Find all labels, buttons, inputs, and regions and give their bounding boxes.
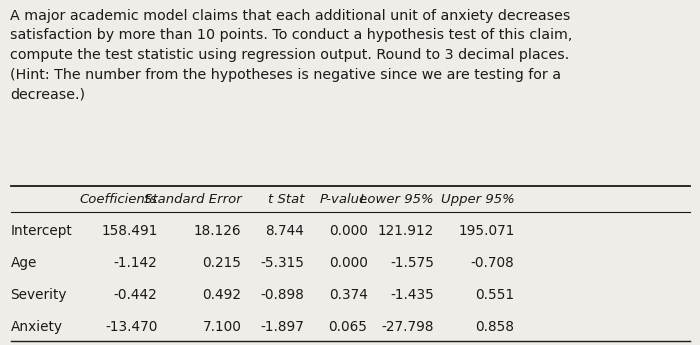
Text: -1.435: -1.435 — [390, 288, 434, 302]
Text: Coefficients: Coefficients — [80, 194, 158, 207]
Text: -5.315: -5.315 — [260, 256, 304, 270]
Text: 0.492: 0.492 — [202, 288, 241, 302]
Text: 0.551: 0.551 — [475, 288, 514, 302]
Text: -1.142: -1.142 — [113, 256, 158, 270]
Text: 0.858: 0.858 — [475, 320, 514, 334]
Text: -0.442: -0.442 — [113, 288, 158, 302]
Text: -0.898: -0.898 — [260, 288, 304, 302]
Text: A major academic model claims that each additional unit of anxiety decreases
sat: A major academic model claims that each … — [10, 9, 573, 101]
Text: Anxiety: Anxiety — [10, 320, 62, 334]
Text: 8.744: 8.744 — [265, 224, 304, 238]
Text: 18.126: 18.126 — [194, 224, 241, 238]
Text: 0.065: 0.065 — [328, 320, 368, 334]
Text: t Stat: t Stat — [268, 194, 304, 207]
Text: 158.491: 158.491 — [101, 224, 158, 238]
Text: 0.374: 0.374 — [328, 288, 368, 302]
Text: -1.575: -1.575 — [390, 256, 434, 270]
Text: 0.000: 0.000 — [328, 256, 368, 270]
Text: 0.215: 0.215 — [202, 256, 241, 270]
Text: -1.897: -1.897 — [260, 320, 304, 334]
Text: Standard Error: Standard Error — [144, 194, 242, 207]
Text: Upper 95%: Upper 95% — [441, 194, 514, 207]
Text: P-value: P-value — [319, 194, 368, 207]
Text: Severity: Severity — [10, 288, 67, 302]
Text: -13.470: -13.470 — [105, 320, 158, 334]
Text: 7.100: 7.100 — [202, 320, 241, 334]
Text: Age: Age — [10, 256, 37, 270]
Text: -0.708: -0.708 — [470, 256, 514, 270]
Text: 195.071: 195.071 — [458, 224, 514, 238]
Text: Lower 95%: Lower 95% — [360, 194, 434, 207]
Text: -27.798: -27.798 — [382, 320, 434, 334]
Text: 121.912: 121.912 — [378, 224, 434, 238]
Text: Intercept: Intercept — [10, 224, 72, 238]
Text: 0.000: 0.000 — [328, 224, 368, 238]
